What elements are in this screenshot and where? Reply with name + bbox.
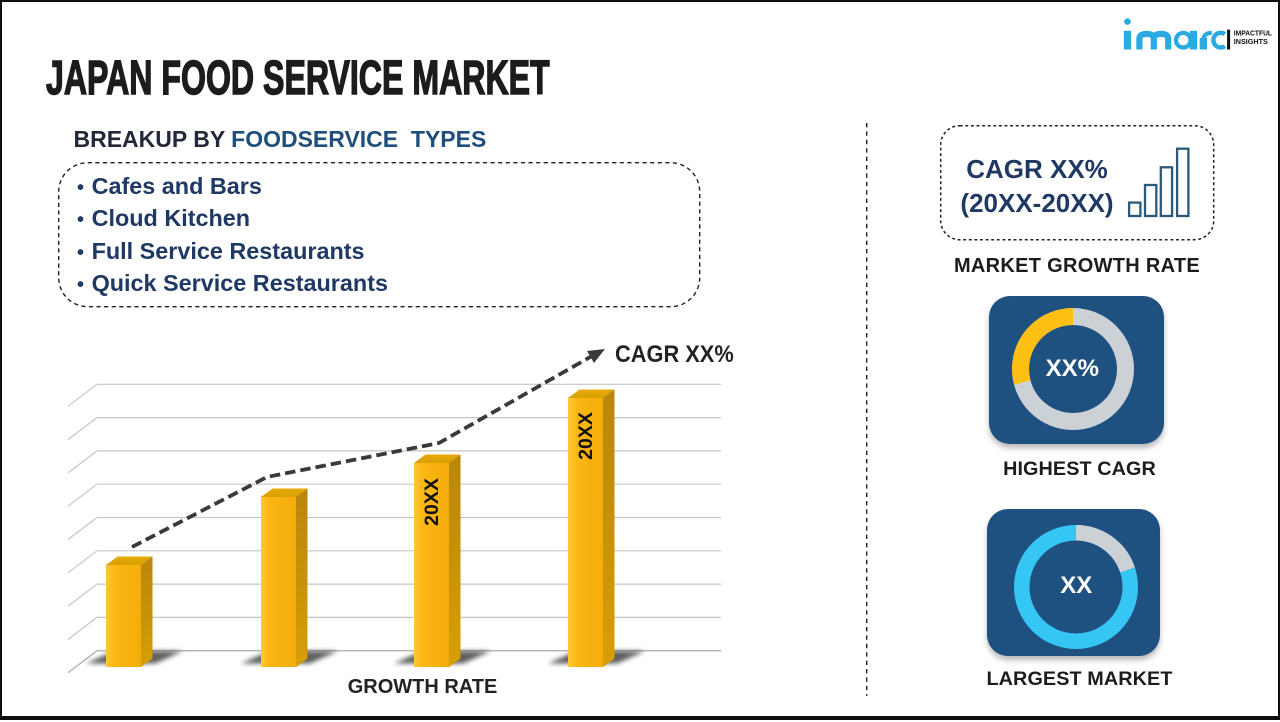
svg-text:20XX: 20XX [421, 478, 443, 526]
svg-text:INSIGHTS: INSIGHTS [1234, 38, 1268, 46]
svg-text:20XX: 20XX [575, 412, 597, 460]
svg-text:IMPACTFUL: IMPACTFUL [1234, 30, 1273, 38]
